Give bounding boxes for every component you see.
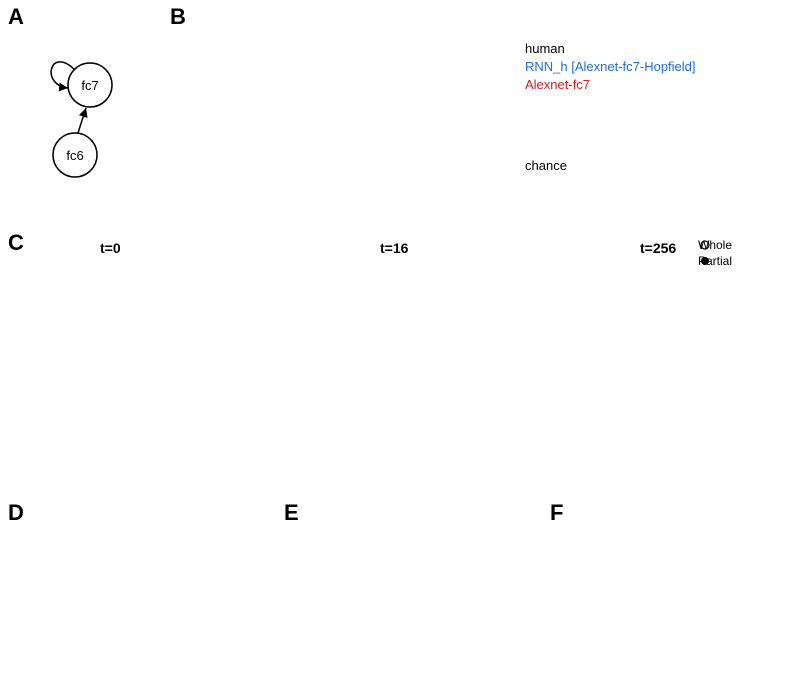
panel-label-e: E: [284, 500, 299, 526]
panel-c-scatter-0: [20, 255, 270, 485]
c-sub-0: t=0: [100, 240, 121, 256]
legend-whole: Whole: [698, 238, 732, 252]
panel-e-chart: [310, 510, 530, 670]
panel-label-a: A: [8, 4, 24, 30]
c-sub-1: t=16: [380, 240, 408, 256]
legend-rnnh: RNN_h [Alexnet-fc7-Hopfield]: [525, 58, 696, 76]
svg-text:fc7: fc7: [81, 78, 98, 93]
panel-d-chart: [35, 510, 255, 670]
c-sub-2: t=256: [640, 240, 676, 256]
panel-f-chart: [575, 510, 785, 670]
panel-a-diagram: fc7 fc6: [20, 30, 160, 190]
panel-label-c: C: [8, 230, 24, 256]
panel-label-f: F: [550, 500, 563, 526]
legend-partial: Partial: [698, 254, 732, 268]
legend-alexnet: Alexnet-fc7: [525, 76, 590, 94]
panel-label-d: D: [8, 500, 24, 526]
panel-c-scatter-2: [540, 255, 790, 485]
panel-c-scatter-1: [280, 255, 530, 485]
legend-human: human: [525, 40, 565, 58]
panel-label-b: B: [170, 4, 186, 30]
panel-b-chart: [200, 10, 520, 220]
chance-label-b: chance: [525, 158, 567, 173]
svg-text:fc6: fc6: [66, 148, 83, 163]
